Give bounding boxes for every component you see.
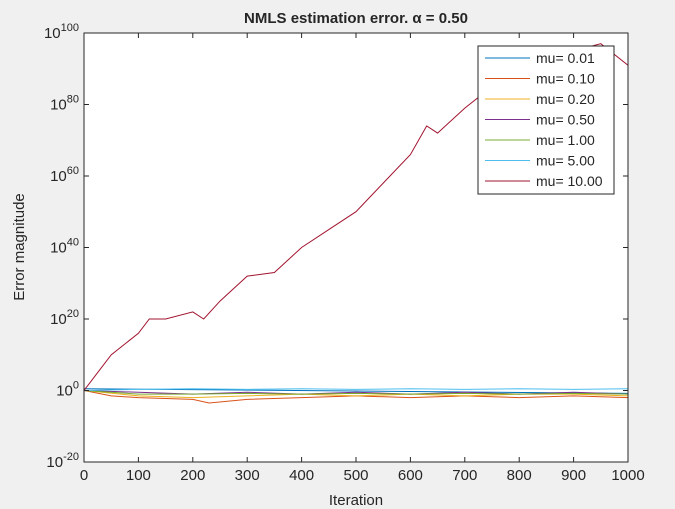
series-line-4: [84, 390, 628, 395]
y-tick-label: 1060: [50, 165, 79, 185]
y-tick-label: 10-20: [46, 451, 79, 471]
legend-label: mu= 0.20: [536, 91, 595, 107]
y-tick-label: 1080: [50, 94, 79, 114]
y-tick-label: 1040: [50, 237, 79, 257]
x-tick-label: 100: [126, 467, 151, 484]
legend-label: mu= 0.10: [536, 71, 595, 87]
series-line-5: [84, 388, 628, 391]
x-axis: 0 100 200 300 400 500 600 700 800 900 1000: [80, 33, 645, 484]
y-tick-label: 100: [56, 380, 79, 400]
series-line-0: [84, 388, 628, 394]
y-tick-label: 1020: [50, 308, 79, 328]
legend-label: mu= 1.00: [536, 132, 595, 148]
x-axis-label: Iteration: [329, 492, 383, 509]
x-tick-label: 1000: [611, 467, 644, 484]
x-tick-label: 700: [452, 467, 477, 484]
legend-label: mu= 0.50: [536, 112, 595, 128]
x-tick-label: 0: [80, 467, 88, 484]
series-line-1: [84, 390, 628, 404]
legend-label: mu= 5.00: [536, 153, 595, 169]
chart-title: NMLS estimation error. α = 0.50: [244, 10, 468, 27]
y-axis-label: Error magnitude: [11, 193, 28, 301]
legend-label: mu= 0.01: [536, 50, 595, 66]
x-tick-label: 800: [507, 467, 532, 484]
x-tick-label: 300: [235, 467, 260, 484]
legend-label: mu= 10.00: [536, 173, 603, 189]
x-tick-label: 600: [398, 467, 423, 484]
x-tick-label: 900: [561, 467, 586, 484]
legend: mu= 0.01 mu= 0.10 mu= 0.20 mu= 0.50 mu= 1.00…: [477, 45, 615, 195]
y-tick-label: 10100: [44, 22, 79, 42]
x-tick-label: 200: [180, 467, 205, 484]
y-axis: 10-20 100 1020 1040 1060 1080 10100: [44, 22, 628, 471]
x-tick-label: 500: [343, 467, 368, 484]
x-tick-label: 400: [289, 467, 314, 484]
